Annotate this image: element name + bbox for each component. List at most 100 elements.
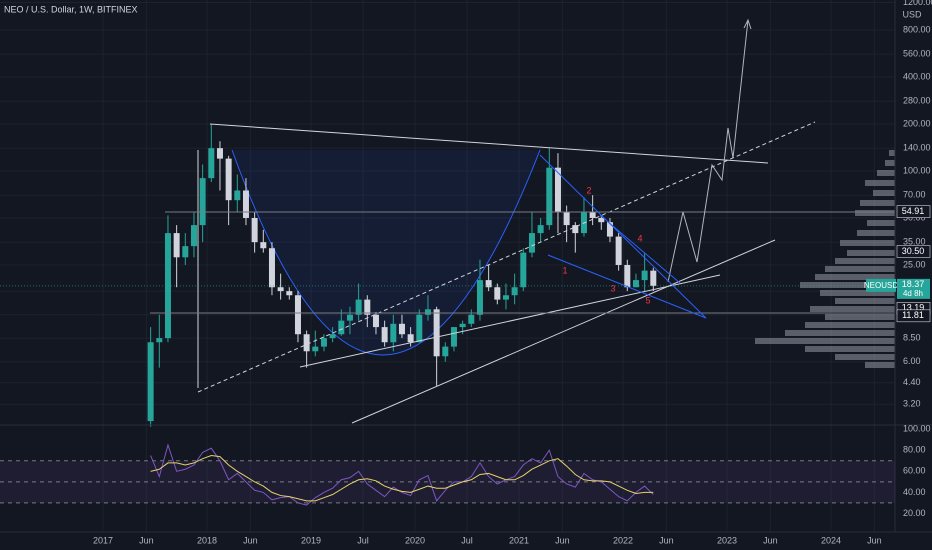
- candles: [147, 123, 657, 427]
- profile-bar: [865, 180, 895, 186]
- candle-body: [190, 225, 197, 247]
- profile-bar: [785, 330, 895, 336]
- x-tick-label: 2024: [821, 535, 841, 545]
- y-tick-label: 25.00: [903, 259, 926, 269]
- candle-body: [416, 314, 423, 343]
- candle-body: [164, 233, 171, 339]
- candle-body: [381, 327, 388, 343]
- profile-bar: [805, 322, 895, 328]
- candle-body: [641, 270, 648, 281]
- profile-bar: [810, 306, 895, 312]
- candle-body: [442, 346, 449, 357]
- candle-body: [225, 158, 232, 201]
- candle-body: [528, 233, 535, 253]
- profile-bar: [805, 346, 895, 352]
- profile-bar: [835, 298, 895, 304]
- annotation: 4: [637, 233, 642, 243]
- candle-body: [476, 280, 483, 315]
- profile-bar: [860, 200, 895, 206]
- y-tick-label: 35.00: [903, 237, 926, 247]
- candle-body: [147, 342, 154, 422]
- annotation: 3: [610, 283, 615, 293]
- candle-body: [372, 314, 379, 328]
- candle-body: [398, 323, 405, 335]
- candle-body: [355, 299, 362, 315]
- candle-body: [632, 280, 639, 288]
- price-tag-label: 54.91: [902, 206, 925, 216]
- profile-bar: [855, 210, 895, 216]
- candle-body: [459, 323, 466, 328]
- profile-bar: [825, 314, 895, 320]
- candle-body: [208, 148, 215, 179]
- arrow-head: [743, 18, 752, 30]
- y-tick-label: 560.00: [903, 49, 931, 59]
- x-tick-label: Jun: [763, 535, 778, 545]
- x-tick-label: Jun: [659, 535, 674, 545]
- x-tick-label: 2022: [613, 535, 633, 545]
- price-tag: [896, 205, 931, 218]
- profile-bar: [847, 250, 895, 256]
- candle-body: [554, 167, 561, 212]
- wedge: [539, 154, 707, 319]
- profile-bar: [840, 240, 895, 246]
- candle-body: [624, 264, 631, 288]
- x-tick-label: 2023: [717, 535, 737, 545]
- candle-body: [277, 287, 284, 292]
- candle-body: [433, 309, 440, 357]
- candle-body: [286, 291, 293, 296]
- x-tick-label: Jul: [461, 535, 473, 545]
- candle-body: [615, 236, 622, 265]
- y-tick-label: 1200.00: [903, 0, 932, 7]
- x-tick-label: Jun: [243, 535, 258, 545]
- x-tick-label: Jun: [555, 535, 570, 545]
- annotation: 5: [645, 295, 650, 305]
- wedge-line: [547, 254, 707, 319]
- candle-body: [346, 314, 353, 321]
- cup-area: [232, 150, 540, 355]
- candle-body: [424, 309, 431, 315]
- candle-body: [216, 148, 223, 159]
- profile-bar: [885, 160, 895, 166]
- countdown-label: 4d 8h: [903, 289, 923, 298]
- y-tick-label: 3.20: [903, 399, 921, 409]
- candle-body: [320, 338, 327, 347]
- wedge-line: [599, 214, 681, 284]
- x-tick-label: 2021: [509, 535, 529, 545]
- y-tick-label: 80.00: [903, 445, 926, 455]
- profile-bar: [873, 190, 895, 196]
- trendline: [209, 123, 769, 164]
- x-tick-label: 2017: [93, 535, 113, 545]
- candle-body: [156, 338, 163, 343]
- candle-body: [329, 334, 336, 339]
- candle-body: [390, 323, 397, 343]
- price-tag-label: 13.19: [902, 303, 925, 313]
- price-tag: [896, 309, 931, 323]
- profile-bar: [865, 362, 895, 368]
- candle-body: [173, 233, 180, 258]
- grid: [0, 0, 895, 532]
- profile-bar: [820, 290, 895, 296]
- y-tick-label: 4.40: [903, 377, 921, 387]
- y-tick-label: 280.00: [903, 96, 931, 106]
- profile-bar: [800, 282, 895, 288]
- candle-body: [537, 225, 544, 234]
- profile-bar: [857, 230, 895, 236]
- candle-body: [606, 222, 613, 237]
- candle-body: [338, 320, 345, 335]
- last-price-tag: [866, 278, 896, 292]
- candle-body: [364, 299, 371, 315]
- profile-bar: [825, 266, 895, 272]
- y-tick-label: 20.00: [903, 508, 926, 518]
- candle-body: [199, 178, 206, 226]
- y-tick-label: 100.00: [903, 165, 931, 175]
- x-tick-label: Jul: [357, 535, 369, 545]
- profile-bar: [889, 150, 895, 156]
- profile-bar: [835, 258, 895, 264]
- trendline: [299, 274, 721, 368]
- profile-bar: [755, 338, 895, 344]
- candle-body: [650, 270, 657, 286]
- candle-body: [182, 246, 189, 258]
- price-tag-label: 11.81: [902, 310, 924, 320]
